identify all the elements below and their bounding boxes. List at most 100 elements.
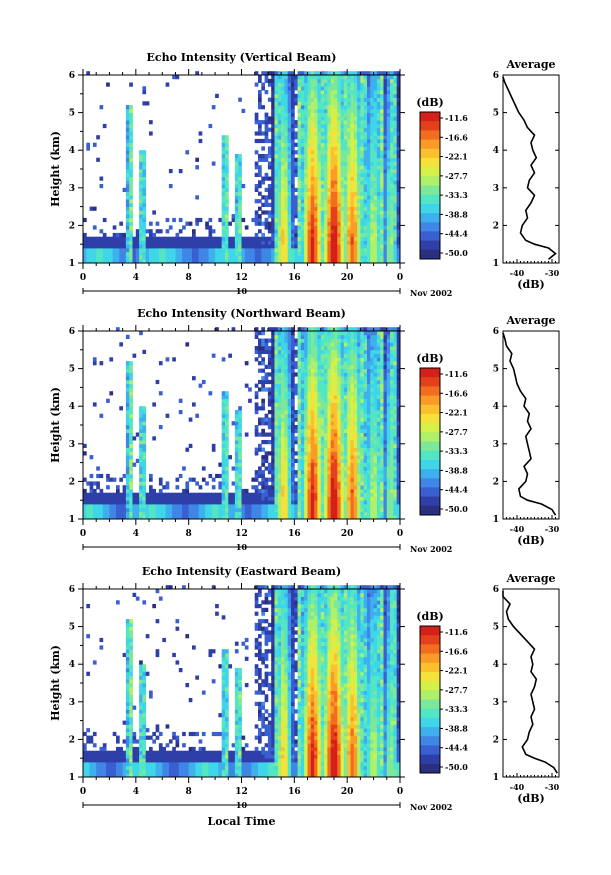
profile-line (502, 76, 557, 260)
heatmap-cell (373, 157, 378, 162)
heatmap-cell (304, 485, 308, 490)
heatmap-cell (284, 353, 289, 358)
heatmap-cell (337, 184, 341, 189)
heatmap-cell (281, 462, 285, 467)
heatmap-cell (327, 71, 332, 76)
heatmap-cell (373, 236, 378, 241)
heatmap-cell (102, 511, 107, 516)
heatmap-cell (175, 240, 180, 245)
heatmap-cell (142, 191, 147, 196)
heatmap-cell (353, 236, 358, 241)
heatmap-cell (271, 131, 275, 136)
heatmap-cell (225, 406, 229, 411)
heatmap-cell (337, 462, 341, 467)
heatmap-cell (254, 255, 259, 260)
heatmap-cell (327, 406, 332, 411)
heatmap-cell (367, 229, 371, 234)
heatmap-cell (353, 202, 358, 207)
heatmap-cell (310, 473, 315, 479)
heatmap-cell (327, 202, 332, 207)
heatmap-cell (314, 361, 318, 366)
heatmap-cell (221, 413, 226, 418)
x-tick-label: 12 (235, 273, 248, 283)
heatmap-cell (274, 199, 279, 204)
heatmap-cell (307, 507, 312, 512)
heatmap-cell (258, 496, 262, 501)
heatmap-cell (135, 255, 140, 260)
heatmap-cell (228, 504, 232, 509)
heatmap-cell (307, 394, 312, 400)
heatmap-cell (158, 477, 163, 482)
heatmap-cell (281, 361, 285, 366)
heatmap-cell (125, 229, 130, 234)
heatmap-cell (92, 251, 97, 256)
heatmap-cell (281, 331, 285, 336)
heatmap-cell (327, 172, 332, 177)
heatmap-cell (327, 368, 332, 373)
heatmap-cell (281, 432, 285, 437)
heatmap-cell (274, 402, 279, 407)
heatmap-cell (327, 240, 332, 245)
heatmap-cell (367, 195, 371, 200)
heatmap-cell (291, 221, 295, 226)
heatmap-cell (142, 214, 147, 219)
heatmap-cell (390, 191, 394, 196)
heatmap-cell (390, 71, 394, 76)
heatmap-cell (294, 206, 298, 211)
heatmap-cell (294, 470, 298, 475)
heatmap-cell (211, 485, 216, 490)
heatmap-cell (287, 221, 292, 226)
heatmap-cell (310, 169, 315, 174)
heatmap-cell (386, 202, 391, 207)
heatmap-cell (310, 413, 315, 418)
heatmap-cell (99, 500, 104, 505)
heatmap-cell (178, 507, 183, 512)
heatmap-cell (373, 93, 378, 98)
heatmap-cell (195, 217, 199, 223)
heatmap-cell (370, 112, 374, 117)
heatmap-cell (373, 229, 378, 234)
heatmap-cell (208, 225, 213, 230)
profile-x-label: (dB) (517, 278, 544, 291)
heatmap-cell (231, 496, 236, 501)
heatmap-cell (284, 349, 289, 354)
heatmap-cell (258, 342, 262, 347)
heatmap-cell (125, 217, 130, 223)
heatmap-cell (208, 259, 213, 264)
heatmap-cell (99, 473, 104, 479)
heatmap-cell (281, 101, 285, 106)
heatmap-cell (281, 206, 285, 211)
heatmap-cell (297, 485, 302, 490)
heatmap-cell (380, 135, 384, 140)
heatmap-cell (195, 71, 199, 76)
heatmap-cell (277, 440, 282, 445)
heatmap-cell (370, 240, 374, 245)
heatmap-cell (317, 504, 322, 509)
heatmap-cell (307, 458, 312, 463)
heatmap-cell (225, 507, 229, 512)
heatmap-cell (291, 210, 295, 215)
heatmap-cell (310, 161, 315, 166)
heatmap-cell (129, 150, 133, 155)
heatmap-cell (314, 470, 318, 475)
heatmap-cell (287, 108, 292, 113)
heatmap-cell (350, 116, 355, 121)
heatmap-cell (330, 236, 335, 241)
heatmap-cell (291, 338, 295, 343)
heatmap-cell (310, 105, 315, 110)
heatmap-cell (291, 214, 295, 219)
heatmap-cell (297, 71, 302, 76)
heatmap-cell (393, 116, 398, 121)
heatmap-cell (390, 90, 394, 95)
heatmap-cell (231, 248, 236, 253)
heatmap-cell (347, 187, 351, 192)
heatmap-cell (287, 191, 292, 196)
heatmap-cell (251, 240, 256, 245)
heatmap-cell (287, 357, 292, 362)
heatmap-cell (304, 361, 308, 366)
heatmap-cell (307, 248, 312, 253)
heatmap-cell (168, 240, 173, 245)
heatmap-cell (314, 236, 318, 241)
heatmap-cell (182, 225, 186, 230)
heatmap-cell (314, 191, 318, 196)
